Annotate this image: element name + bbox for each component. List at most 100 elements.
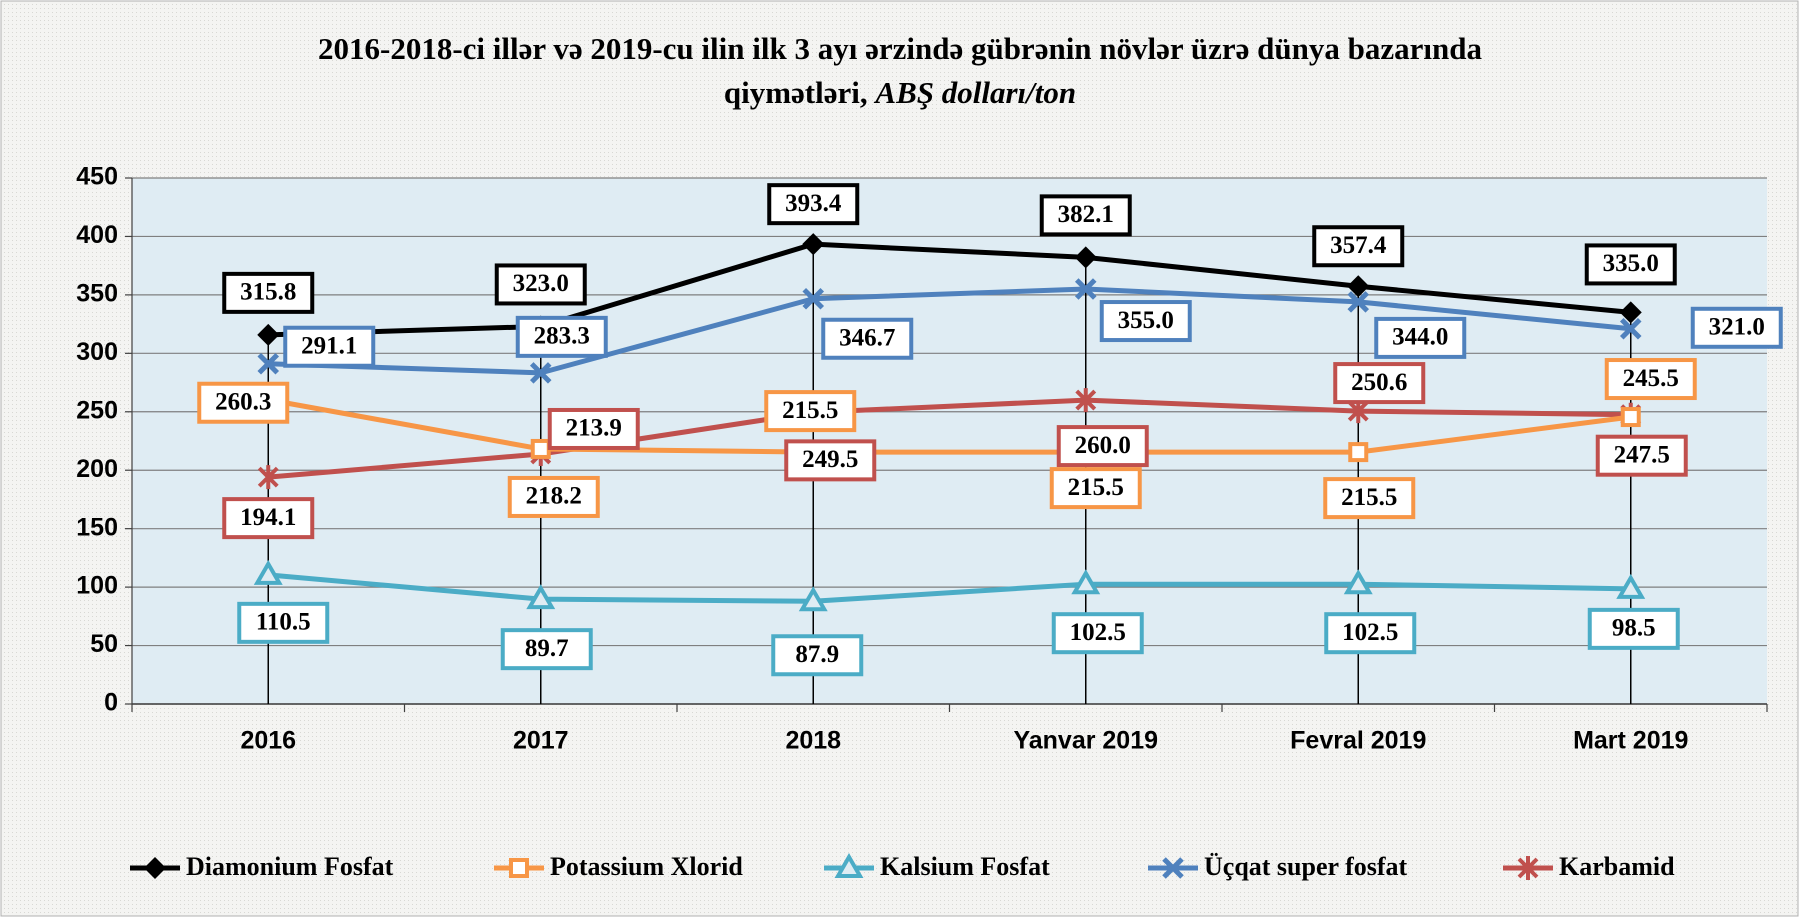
x-tick-label: 2016 <box>240 727 296 755</box>
marker <box>1616 573 1646 599</box>
marker <box>798 586 828 612</box>
marker <box>1075 388 1097 413</box>
data-label-box <box>222 271 315 314</box>
data-label-box <box>1039 194 1132 237</box>
series-line <box>268 397 1631 480</box>
title-line: qiymətləri, <box>724 75 868 110</box>
data-label-box <box>494 263 587 306</box>
data-label: 98.5 <box>1612 615 1656 642</box>
data-label-box <box>1374 316 1467 359</box>
marker <box>1517 856 1539 880</box>
x-tick-label: Fevral 2019 <box>1290 727 1426 755</box>
data-label-box <box>771 634 864 677</box>
data-label-box <box>1312 225 1405 268</box>
legend-label: Karbamid <box>1559 852 1675 881</box>
data-label-box <box>1690 306 1783 349</box>
marker <box>509 858 529 878</box>
x-tick-label: Yanvar 2019 <box>1013 727 1158 755</box>
data-label: 344.0 <box>1392 324 1448 351</box>
data-label: 393.4 <box>785 190 842 217</box>
data-label-box <box>1333 362 1426 405</box>
marker <box>526 584 556 610</box>
marker <box>1074 246 1097 269</box>
plot-area <box>132 178 1767 704</box>
data-label: 102.5 <box>1070 619 1126 646</box>
data-label: 323.0 <box>513 270 569 297</box>
legend-label: Kalsium Fosfat <box>880 852 1050 881</box>
data-label-box <box>515 315 608 358</box>
data-label: 215.5 <box>782 397 838 424</box>
legend-label: Üçqat super fosfat <box>1204 852 1408 881</box>
data-label: 283.3 <box>534 323 590 350</box>
data-label-box <box>1604 358 1697 401</box>
data-label-box <box>764 390 857 433</box>
data-label-box <box>283 325 376 368</box>
data-label-box <box>1099 300 1192 343</box>
data-label: 260.0 <box>1075 432 1131 459</box>
marker <box>1074 278 1097 300</box>
title-unit: ABŞ dolları/ton <box>873 75 1076 110</box>
marker <box>1348 442 1369 463</box>
marker <box>1619 301 1642 324</box>
chart-title: 2016-2018-ci illər və 2019-cu ilin ilk 3… <box>318 31 1482 66</box>
data-label: 249.5 <box>802 446 858 473</box>
data-label: 194.1 <box>240 504 296 531</box>
data-label: 102.5 <box>1342 619 1398 646</box>
data-label: 89.7 <box>525 635 569 662</box>
data-label-box <box>1587 607 1680 650</box>
data-label: 335.0 <box>1603 250 1659 277</box>
marker <box>257 323 280 346</box>
y-tick-label: 0 <box>104 689 118 717</box>
data-label-box <box>1051 612 1144 655</box>
marker <box>834 853 864 878</box>
data-label: 315.8 <box>240 279 296 306</box>
x-tick-label: 2017 <box>513 727 569 755</box>
marker <box>1347 291 1370 313</box>
data-label: 218.2 <box>526 483 582 510</box>
marker <box>1620 407 1641 428</box>
data-label: 213.9 <box>566 415 622 442</box>
marker <box>802 233 825 256</box>
y-tick-label: 250 <box>76 396 118 424</box>
marker <box>144 857 166 879</box>
data-label-box <box>222 497 315 540</box>
data-label: 382.1 <box>1058 201 1114 228</box>
data-label-box <box>507 475 600 518</box>
data-label-box <box>1049 467 1142 510</box>
data-label: 245.5 <box>1623 365 1679 392</box>
data-label: 321.0 <box>1709 314 1765 341</box>
data-label-box <box>767 183 860 226</box>
series-line <box>268 572 1631 604</box>
data-label-box <box>1584 243 1677 286</box>
data-label-box <box>1595 434 1688 477</box>
chart-title: qiymətləri, ABŞ dolları/ton <box>724 75 1076 110</box>
legend-label: Potassium Xlorid <box>550 852 743 881</box>
y-tick-label: 400 <box>76 221 118 249</box>
y-tick-label: 300 <box>76 338 118 366</box>
marker <box>257 465 279 490</box>
marker <box>1347 275 1370 298</box>
data-label-box <box>784 439 877 482</box>
data-label: 260.3 <box>215 388 271 415</box>
data-label: 250.6 <box>1351 369 1407 396</box>
y-tick-label: 50 <box>90 630 118 658</box>
data-label-box <box>1056 425 1149 468</box>
data-label: 247.5 <box>1614 441 1670 468</box>
data-label: 355.0 <box>1118 307 1174 334</box>
y-tick-label: 100 <box>76 572 118 600</box>
x-tick-label: Mart 2019 <box>1573 727 1688 755</box>
data-label-box <box>197 381 290 424</box>
data-label: 87.9 <box>795 641 839 668</box>
y-tick-label: 150 <box>76 513 118 541</box>
data-label-box <box>821 317 914 360</box>
x-tick-label: 2018 <box>785 727 841 755</box>
data-label-box <box>500 628 593 671</box>
data-label-box <box>1323 477 1416 520</box>
y-tick-label: 450 <box>76 163 118 191</box>
marker <box>1619 318 1642 340</box>
y-tick-label: 200 <box>76 455 118 483</box>
marker <box>1162 857 1184 879</box>
marker <box>253 559 283 585</box>
marker <box>529 362 552 384</box>
